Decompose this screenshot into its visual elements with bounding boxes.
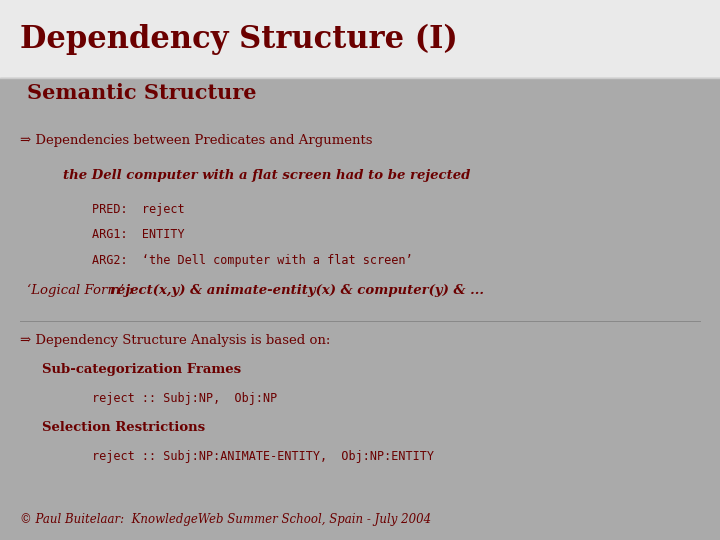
Text: PRED:  reject: PRED: reject — [92, 203, 185, 216]
Bar — [0, 78, 720, 540]
Text: © Paul Buitelaar:  KnowledgeWeb Summer School, Spain - July 2004: © Paul Buitelaar: KnowledgeWeb Summer Sc… — [20, 513, 431, 526]
Text: Sub-categorization Frames: Sub-categorization Frames — [42, 363, 241, 376]
Text: Selection Restrictions: Selection Restrictions — [42, 421, 205, 434]
Text: ⇒ Dependencies between Predicates and Arguments: ⇒ Dependencies between Predicates and Ar… — [20, 134, 373, 147]
Text: Semantic Structure: Semantic Structure — [27, 83, 257, 103]
Bar — [0, 0, 720, 78]
Text: reject(x,y) & animate-entity(x) & computer(y) & ...: reject(x,y) & animate-entity(x) & comput… — [110, 284, 484, 297]
Text: ARG1:  ENTITY: ARG1: ENTITY — [92, 228, 185, 241]
Text: reject :: Subj:NP,  Obj:NP: reject :: Subj:NP, Obj:NP — [92, 392, 277, 405]
Text: reject :: Subj:NP:ANIMATE-ENTITY,  Obj:NP:ENTITY: reject :: Subj:NP:ANIMATE-ENTITY, Obj:NP… — [92, 450, 434, 463]
Text: ARG2:  ‘the Dell computer with a flat screen’: ARG2: ‘the Dell computer with a flat scr… — [92, 254, 413, 267]
Text: ⇒ Dependency Structure Analysis is based on:: ⇒ Dependency Structure Analysis is based… — [20, 334, 330, 347]
Text: the Dell computer with a flat screen had to be rejected: the Dell computer with a flat screen had… — [63, 169, 471, 182]
Text: ‘Logical Form’ :: ‘Logical Form’ : — [27, 284, 138, 297]
Text: Dependency Structure (I): Dependency Structure (I) — [20, 24, 458, 55]
